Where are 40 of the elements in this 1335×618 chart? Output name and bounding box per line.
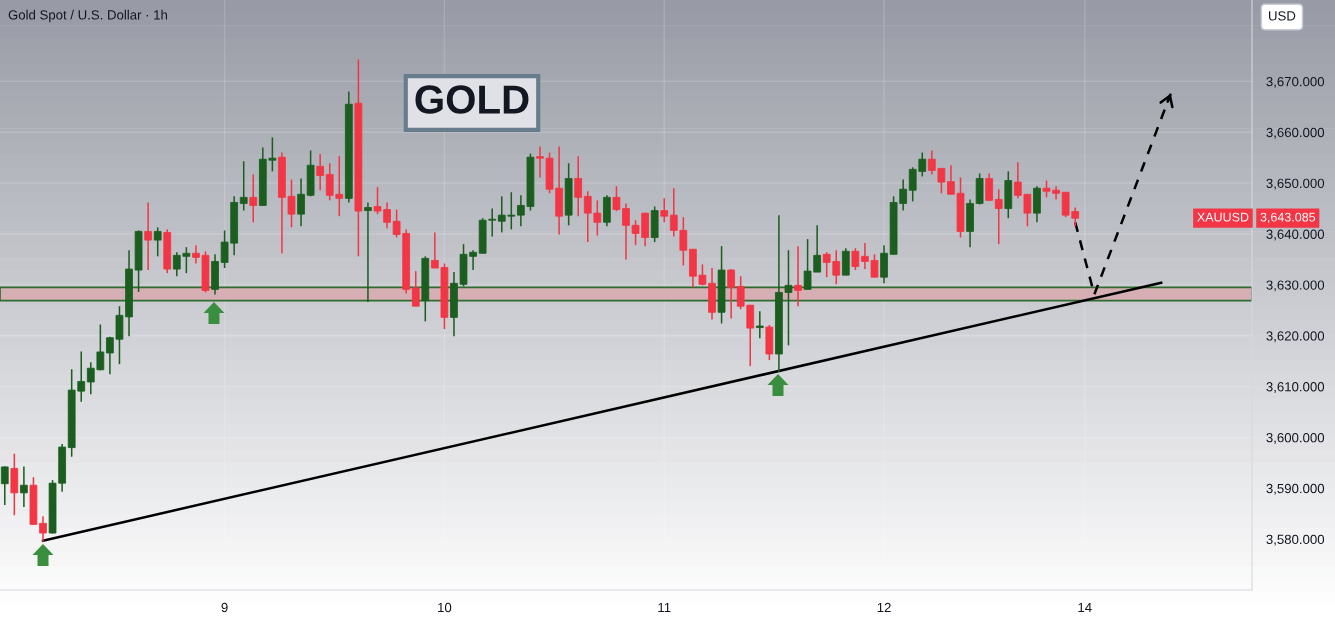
y-tick-label: 3,660.000	[1266, 127, 1325, 139]
x-tick-label: 11	[658, 602, 671, 613]
y-tick-label: 3,620.000	[1266, 331, 1325, 343]
candlestick	[144, 201, 152, 271]
candlestick	[727, 268, 735, 320]
x-tick-label: 10	[438, 602, 452, 613]
candlestick	[364, 201, 372, 303]
candlestick	[239, 160, 248, 212]
candlestick	[755, 310, 764, 339]
y-tick-label: 3,650.000	[1266, 178, 1325, 190]
y-tick-label: 3,640.000	[1266, 229, 1325, 241]
candlestick	[841, 247, 850, 276]
candlestick	[574, 155, 583, 217]
candlestick	[297, 177, 305, 228]
x-tick-label: 9	[221, 602, 228, 613]
annotation: XAUUSD	[1197, 212, 1249, 222]
text: 3,643.085	[1260, 212, 1316, 224]
candlestick	[153, 226, 162, 258]
annotation: GOLD	[415, 85, 529, 114]
candlestick	[851, 247, 860, 271]
candlestick	[880, 244, 888, 285]
candlestick	[316, 153, 325, 191]
candlestick	[660, 197, 669, 224]
x-tick-label: 12	[877, 602, 891, 613]
y-tick-label: 3,590.000	[1266, 483, 1325, 495]
text: USD	[1269, 11, 1296, 21]
candlestick	[994, 188, 1003, 245]
candlestick	[985, 172, 994, 202]
candlestick	[411, 270, 420, 307]
y-tick-label: 3,580.000	[1266, 534, 1325, 546]
y-tick-label: 3,630.000	[1266, 280, 1325, 292]
y-tick-label: 3,600.000	[1266, 432, 1325, 444]
x-tick-label: 14	[1078, 602, 1092, 613]
y-tick-label: 3,610.000	[1266, 382, 1325, 394]
candlestick	[20, 465, 28, 508]
candlestick	[0, 465, 9, 506]
y-tick-label: 3,670.000	[1266, 76, 1325, 88]
text: Gold Spot / U.S. Dollar · 1h	[8, 9, 168, 23]
candlestick	[794, 245, 802, 307]
candlestick	[249, 173, 258, 224]
